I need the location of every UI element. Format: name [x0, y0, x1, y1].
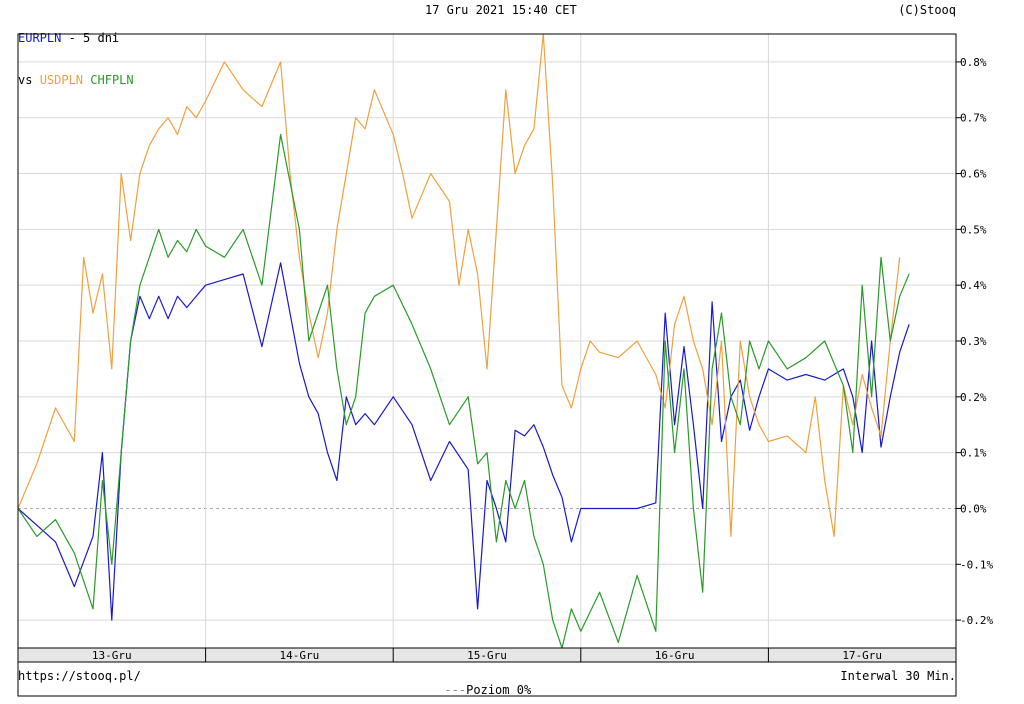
vs-label: vs: [18, 73, 40, 87]
compare-symbol-usdpln[interactable]: USDPLN: [39, 73, 84, 87]
compare-symbol-chfpln[interactable]: CHFPLN: [90, 73, 134, 87]
chart-header-left: EURPLN - 5 dni vs USDPLN CHFPLN: [18, 3, 134, 101]
y-tick-label: 0.2%: [960, 391, 987, 404]
x-tick-label: 14-Gru: [280, 649, 320, 662]
y-tick-label: 0.6%: [960, 168, 987, 181]
compare-line: vs USDPLN CHFPLN: [18, 73, 134, 87]
y-tick-label: -0.1%: [960, 558, 993, 571]
footer-url[interactable]: https://stooq.pl/: [18, 669, 141, 683]
series-line-chfpln: [17, 133, 910, 649]
series-line-eurpln: [17, 262, 910, 621]
x-tick-label: 17-Gru: [842, 649, 882, 662]
chart-grid: [18, 34, 956, 648]
y-axis: -0.2% -0.1% 0.0% 0.1% 0.2% 0.3% 0.4% 0.5% 0.6% 0.…: [956, 56, 993, 627]
y-tick-label: 0.4%: [960, 279, 987, 292]
copyright-label: (C)Stooq: [898, 3, 956, 17]
y-tick-label: 0.8%: [960, 56, 987, 69]
footer-legend: ---Poziom 0%: [430, 669, 531, 697]
y-tick-label: 0.3%: [960, 335, 987, 348]
x-axis-bar: 13-Gru 14-Gru 15-Gru 16-Gru 17-Gru: [17, 647, 957, 663]
series-line-usdpln: [17, 33, 901, 538]
y-tick-label: 0.7%: [960, 112, 987, 125]
footer-interval: Interwal 30 Min.: [840, 669, 956, 683]
zero-level-label: Poziom 0%: [466, 683, 532, 697]
y-tick-label: 0.5%: [960, 223, 987, 236]
y-tick-label: -0.2%: [960, 614, 993, 627]
chart-datetime: 17 Gru 2021 15:40 CET: [425, 3, 577, 17]
x-tick-label: 15-Gru: [467, 649, 507, 662]
y-tick-label: 0.1%: [960, 447, 987, 460]
y-tick-label: 0.0%: [960, 502, 987, 515]
dashed-line-icon: ---: [444, 683, 467, 697]
chart-series: [17, 33, 910, 649]
x-tick-label: 13-Gru: [92, 649, 132, 662]
plot-frame: [17, 33, 957, 697]
x-tick-label: 16-Gru: [655, 649, 695, 662]
